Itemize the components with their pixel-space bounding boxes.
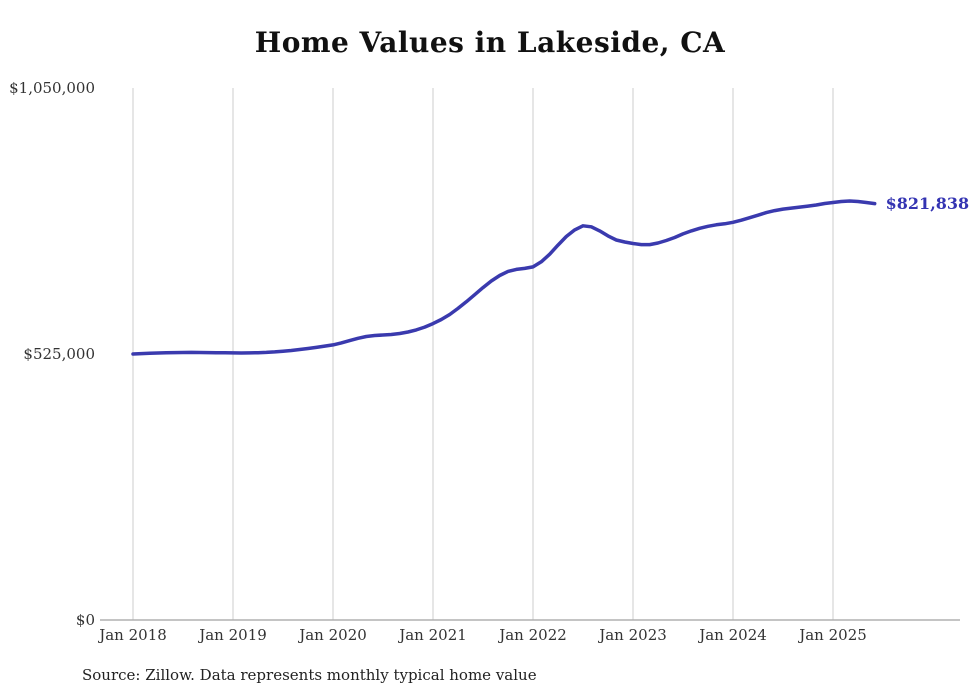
- home-value-series: [131, 199, 877, 356]
- source-note: Source: Zillow. Data represents monthly …: [82, 666, 537, 684]
- chart-title: Home Values in Lakeside, CA: [254, 26, 726, 59]
- current-value-label: $821,838: [885, 193, 970, 213]
